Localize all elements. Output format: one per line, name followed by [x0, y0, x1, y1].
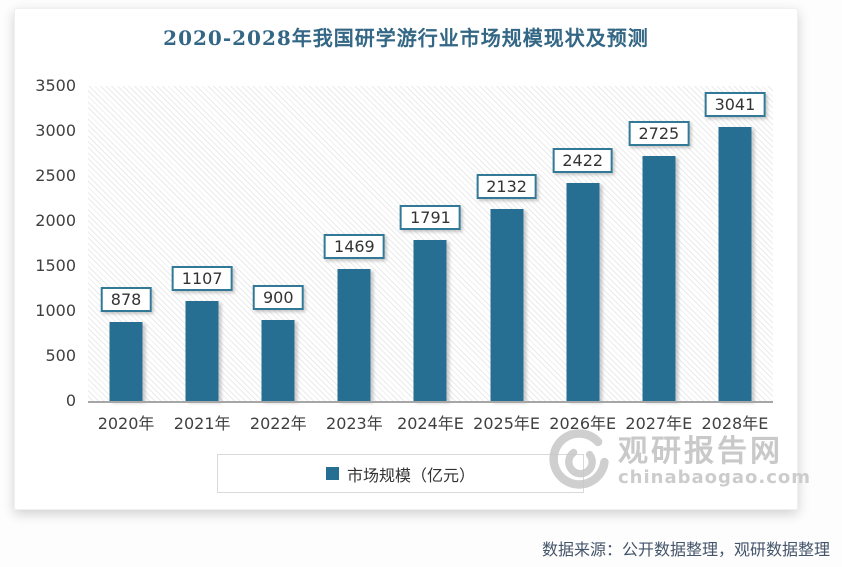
- bar: [109, 322, 143, 401]
- x-axis-labels: 2020年 2021年 2022年 2023年 2024年E 2025年E 2026年E 20…: [88, 410, 773, 434]
- bar-cell: 3041: [697, 86, 773, 401]
- bar-value-label: 2725: [628, 121, 690, 146]
- y-tick-label: 3000: [35, 121, 76, 140]
- bar-value-label: 1469: [324, 234, 385, 259]
- legend-marker-square: [325, 467, 339, 480]
- bar: [261, 320, 295, 401]
- y-tick-label: 3500: [35, 76, 76, 95]
- x-axis-label: 2026年E: [549, 414, 617, 433]
- bar-cell: 1107: [164, 86, 240, 401]
- bar-value-label: 1107: [171, 266, 233, 291]
- x-axis-line: [88, 401, 773, 403]
- chart-card: 2020-2028年我国研学游行业市场规模现状及预测 0 500 1000 1500 2…: [14, 8, 810, 510]
- bar-cell: 2725: [621, 86, 697, 401]
- watermark: 观研报告网 chinabaogao.com: [546, 427, 811, 495]
- chart-title: 2020-2028年我国研学游行业市场规模现状及预测: [163, 26, 649, 50]
- y-tick-label: 0: [65, 391, 76, 410]
- bar: [490, 209, 524, 401]
- source-note: 数据来源：公开数据整理，观研数据整理: [541, 540, 830, 559]
- bar-cell: 900: [240, 86, 316, 401]
- x-axis-label: 2027年E: [625, 414, 693, 433]
- bar: [718, 127, 752, 401]
- x-axis-label: 2028年E: [701, 414, 769, 433]
- bar-cell: 1791: [392, 86, 468, 401]
- bar: [642, 156, 676, 401]
- y-tick-label: 500: [45, 346, 76, 365]
- bar-value-label: 878: [100, 287, 152, 312]
- x-axis-label: 2025年E: [473, 414, 541, 433]
- x-axis-label: 2021年: [173, 414, 231, 433]
- bar-cell: 2132: [469, 86, 545, 401]
- x-axis-label: 2020年: [97, 414, 155, 433]
- bar-value-label: 1791: [400, 205, 461, 230]
- legend-label: 市场规模（亿元）: [346, 465, 475, 485]
- x-axis-label: 2022年: [249, 414, 307, 433]
- y-tick-label: 2500: [35, 166, 76, 185]
- bar-cell: 2422: [545, 86, 621, 401]
- bar-value-label: 2422: [552, 148, 614, 173]
- bar: [413, 240, 447, 401]
- bar: [566, 183, 600, 401]
- y-tick-label: 2000: [35, 211, 76, 230]
- y-tick-label: 1000: [35, 301, 76, 320]
- bar: [337, 269, 371, 401]
- watermark-site-domain: chinabaogao.com: [618, 466, 812, 488]
- y-axis: 0 500 1000 1500 2000 2500 3000 3500: [15, 9, 76, 509]
- bar: [185, 301, 219, 401]
- bar-value-label: 2132: [476, 174, 537, 199]
- bar-series: 878 1107 900 1469 1791 2132 2422 2725 3041: [88, 86, 773, 401]
- bar-value-label: 900: [252, 285, 304, 310]
- bar-cell: 878: [88, 86, 164, 401]
- watermark-site-name: 观研报告网: [618, 433, 783, 469]
- watermark-text: 观研报告网 chinabaogao.com: [618, 435, 811, 488]
- swirl-globe-icon: [549, 429, 609, 489]
- x-axis-label: 2023年: [326, 414, 383, 433]
- y-tick-label: 1500: [35, 256, 76, 275]
- bar-value-label: 3041: [704, 92, 766, 117]
- plot-area: 878 1107 900 1469 1791 2132 2422 2725 3041: [88, 86, 773, 401]
- legend: 市场规模（亿元）: [217, 454, 584, 493]
- bar-cell: 1469: [316, 86, 392, 401]
- x-axis-label: 2024年E: [397, 414, 464, 433]
